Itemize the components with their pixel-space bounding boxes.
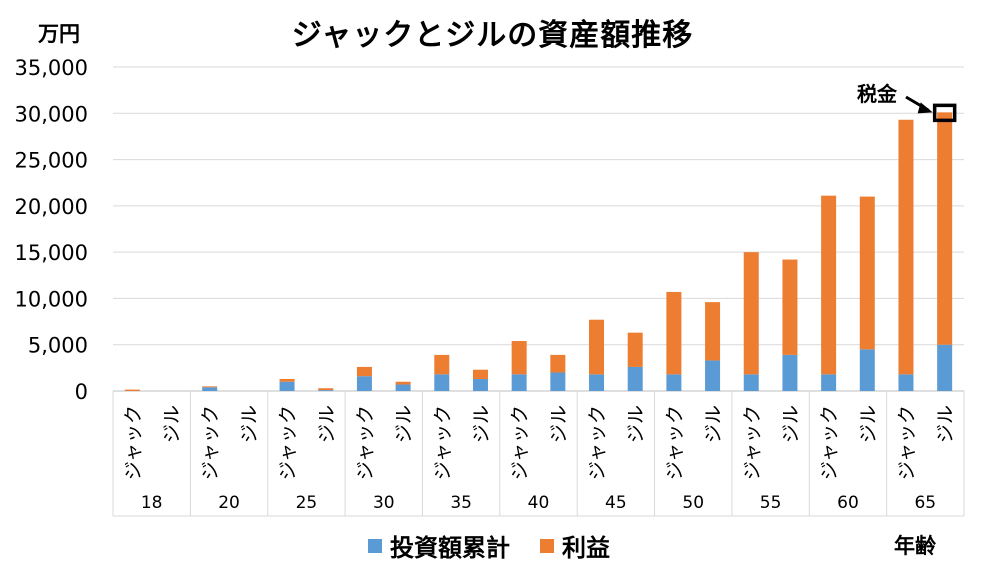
bar-invest (356, 376, 372, 391)
x-tick-label-person: ジル (161, 405, 183, 443)
x-tick-label-person: ジル (238, 405, 260, 443)
x-tick-label-person: ジャック (896, 405, 918, 480)
y-tick-label: 15,000 (15, 241, 88, 265)
bar-profit (395, 381, 411, 385)
bar-profit (937, 112, 953, 345)
x-tick-label-person: ジャック (122, 405, 144, 480)
x-tick-label-person: ジャック (277, 405, 299, 480)
bar-invest (666, 374, 682, 391)
x-tick-label-age: 50 (682, 493, 704, 513)
bar-invest (627, 366, 643, 391)
legend-item-profit: 利益 (540, 528, 610, 563)
x-tick-label-age: 18 (141, 493, 163, 513)
x-tick-label-person: ジル (857, 405, 879, 443)
bar-profit (124, 389, 140, 391)
bar-profit (318, 388, 334, 391)
bar-profit (434, 354, 450, 375)
x-tick-label-age: 60 (837, 493, 859, 513)
x-tick-label-person: ジル (470, 405, 492, 443)
legend-label-profit: 利益 (562, 534, 610, 562)
bar-invest (937, 344, 953, 391)
x-tick-label-age: 40 (528, 493, 550, 513)
bar-profit (898, 119, 914, 375)
bar-profit (627, 332, 643, 367)
x-axis-title: 年齢 (894, 534, 936, 558)
bar-invest (782, 354, 798, 391)
bar-profit (589, 319, 605, 375)
x-tick-label-person: ジル (780, 405, 802, 443)
x-tick-label-age: 65 (914, 493, 936, 513)
legend-item-invest: 投資額累計 (368, 528, 510, 563)
x-tick-label-person: ジル (316, 405, 338, 443)
bar-invest (279, 381, 295, 391)
bar-profit (472, 369, 488, 379)
bar-invest (434, 374, 450, 391)
x-tick-label-age: 30 (373, 493, 395, 513)
x-tick-label-person: ジル (548, 405, 570, 443)
bar-profit (782, 259, 798, 355)
y-tick-label: 0 (75, 380, 88, 404)
tax-arrow-head (917, 102, 933, 114)
x-tick-label-person: ジル (703, 405, 725, 443)
legend-label-invest: 投資額累計 (390, 534, 510, 562)
x-tick-label-person: ジャック (432, 405, 454, 480)
x-tick-label-person: ジャック (354, 405, 376, 480)
bar-invest (395, 384, 411, 391)
tax-annotation-label: 税金 (857, 82, 897, 106)
chart-legend: 投資額累計 利益 (368, 528, 640, 563)
bar-invest (859, 349, 875, 391)
bar-invest (821, 374, 837, 391)
bar-profit (743, 252, 759, 375)
x-tick-label-age: 35 (450, 493, 472, 513)
bar-profit (550, 354, 566, 373)
bar-profit (666, 291, 682, 375)
legend-swatch-invest (368, 538, 382, 553)
y-tick-label: 25,000 (15, 149, 88, 173)
x-tick-label-person: ジャック (200, 405, 222, 480)
x-tick-label-person: ジャック (587, 405, 609, 480)
x-tick-label-person: ジル (935, 405, 957, 443)
x-tick-label-age: 55 (760, 493, 782, 513)
bar-invest (511, 374, 527, 391)
x-tick-label-person: ジャック (664, 405, 686, 480)
x-tick-label-person: ジル (393, 405, 415, 443)
x-tick-label-person: ジル (625, 405, 647, 443)
legend-swatch-profit (540, 538, 554, 553)
bar-profit (859, 196, 875, 350)
y-tick-label: 35,000 (15, 56, 88, 80)
bar-profit (705, 302, 721, 361)
y-tick-label: 30,000 (15, 102, 88, 126)
bar-invest (705, 360, 721, 391)
x-tick-label-person: ジャック (509, 405, 531, 480)
x-tick-label-person: ジャック (819, 405, 841, 480)
bar-invest (318, 390, 334, 391)
bar-invest (202, 387, 218, 391)
bar-invest (472, 378, 488, 391)
y-tick-label: 10,000 (15, 287, 88, 311)
bar-invest (743, 374, 759, 391)
bar-invest (898, 374, 914, 391)
bar-invest (589, 374, 605, 391)
bar-profit (279, 378, 295, 382)
tax-highlight-box (932, 103, 957, 123)
chart-title: ジャックとジルの資産額推移 (291, 18, 694, 53)
y-axis-unit-label: 万円 (38, 22, 80, 46)
bar-profit (356, 366, 372, 377)
bar-profit (821, 195, 837, 375)
bar-invest (550, 372, 566, 391)
x-tick-label-age: 25 (296, 493, 318, 513)
y-tick-label: 5,000 (28, 334, 88, 358)
bar-profit (202, 386, 218, 388)
y-tick-label: 20,000 (15, 195, 88, 219)
bar-profit (511, 341, 527, 375)
x-tick-label-age: 45 (605, 493, 627, 513)
x-tick-label-person: ジャック (741, 405, 763, 480)
x-tick-label-age: 20 (218, 493, 240, 513)
